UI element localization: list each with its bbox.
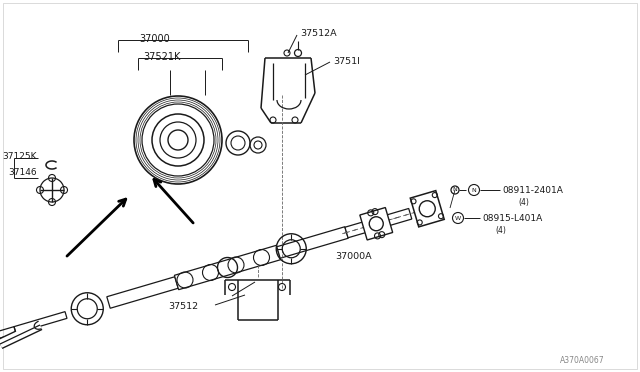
Text: 37512A: 37512A bbox=[300, 29, 337, 38]
Text: 37512: 37512 bbox=[168, 302, 198, 311]
Text: 37125K: 37125K bbox=[2, 152, 36, 161]
Text: N: N bbox=[472, 187, 476, 192]
Text: W: W bbox=[455, 215, 461, 221]
Polygon shape bbox=[360, 208, 393, 240]
Text: 37146: 37146 bbox=[8, 168, 36, 177]
Polygon shape bbox=[174, 245, 280, 290]
Polygon shape bbox=[107, 277, 178, 308]
Text: 08915-L401A: 08915-L401A bbox=[482, 214, 542, 223]
Text: 3751I: 3751I bbox=[333, 57, 360, 66]
Polygon shape bbox=[14, 312, 67, 333]
Polygon shape bbox=[277, 227, 348, 258]
Text: A370A0067: A370A0067 bbox=[560, 356, 605, 365]
Polygon shape bbox=[410, 190, 444, 227]
Text: 08911-2401A: 08911-2401A bbox=[502, 186, 563, 195]
Text: 37000A: 37000A bbox=[335, 252, 372, 261]
Polygon shape bbox=[345, 208, 412, 238]
Text: N: N bbox=[452, 186, 458, 192]
Text: (4): (4) bbox=[495, 226, 506, 235]
Text: 37521K: 37521K bbox=[143, 52, 180, 62]
Text: (4): (4) bbox=[518, 198, 529, 207]
Text: 37000: 37000 bbox=[140, 34, 170, 44]
